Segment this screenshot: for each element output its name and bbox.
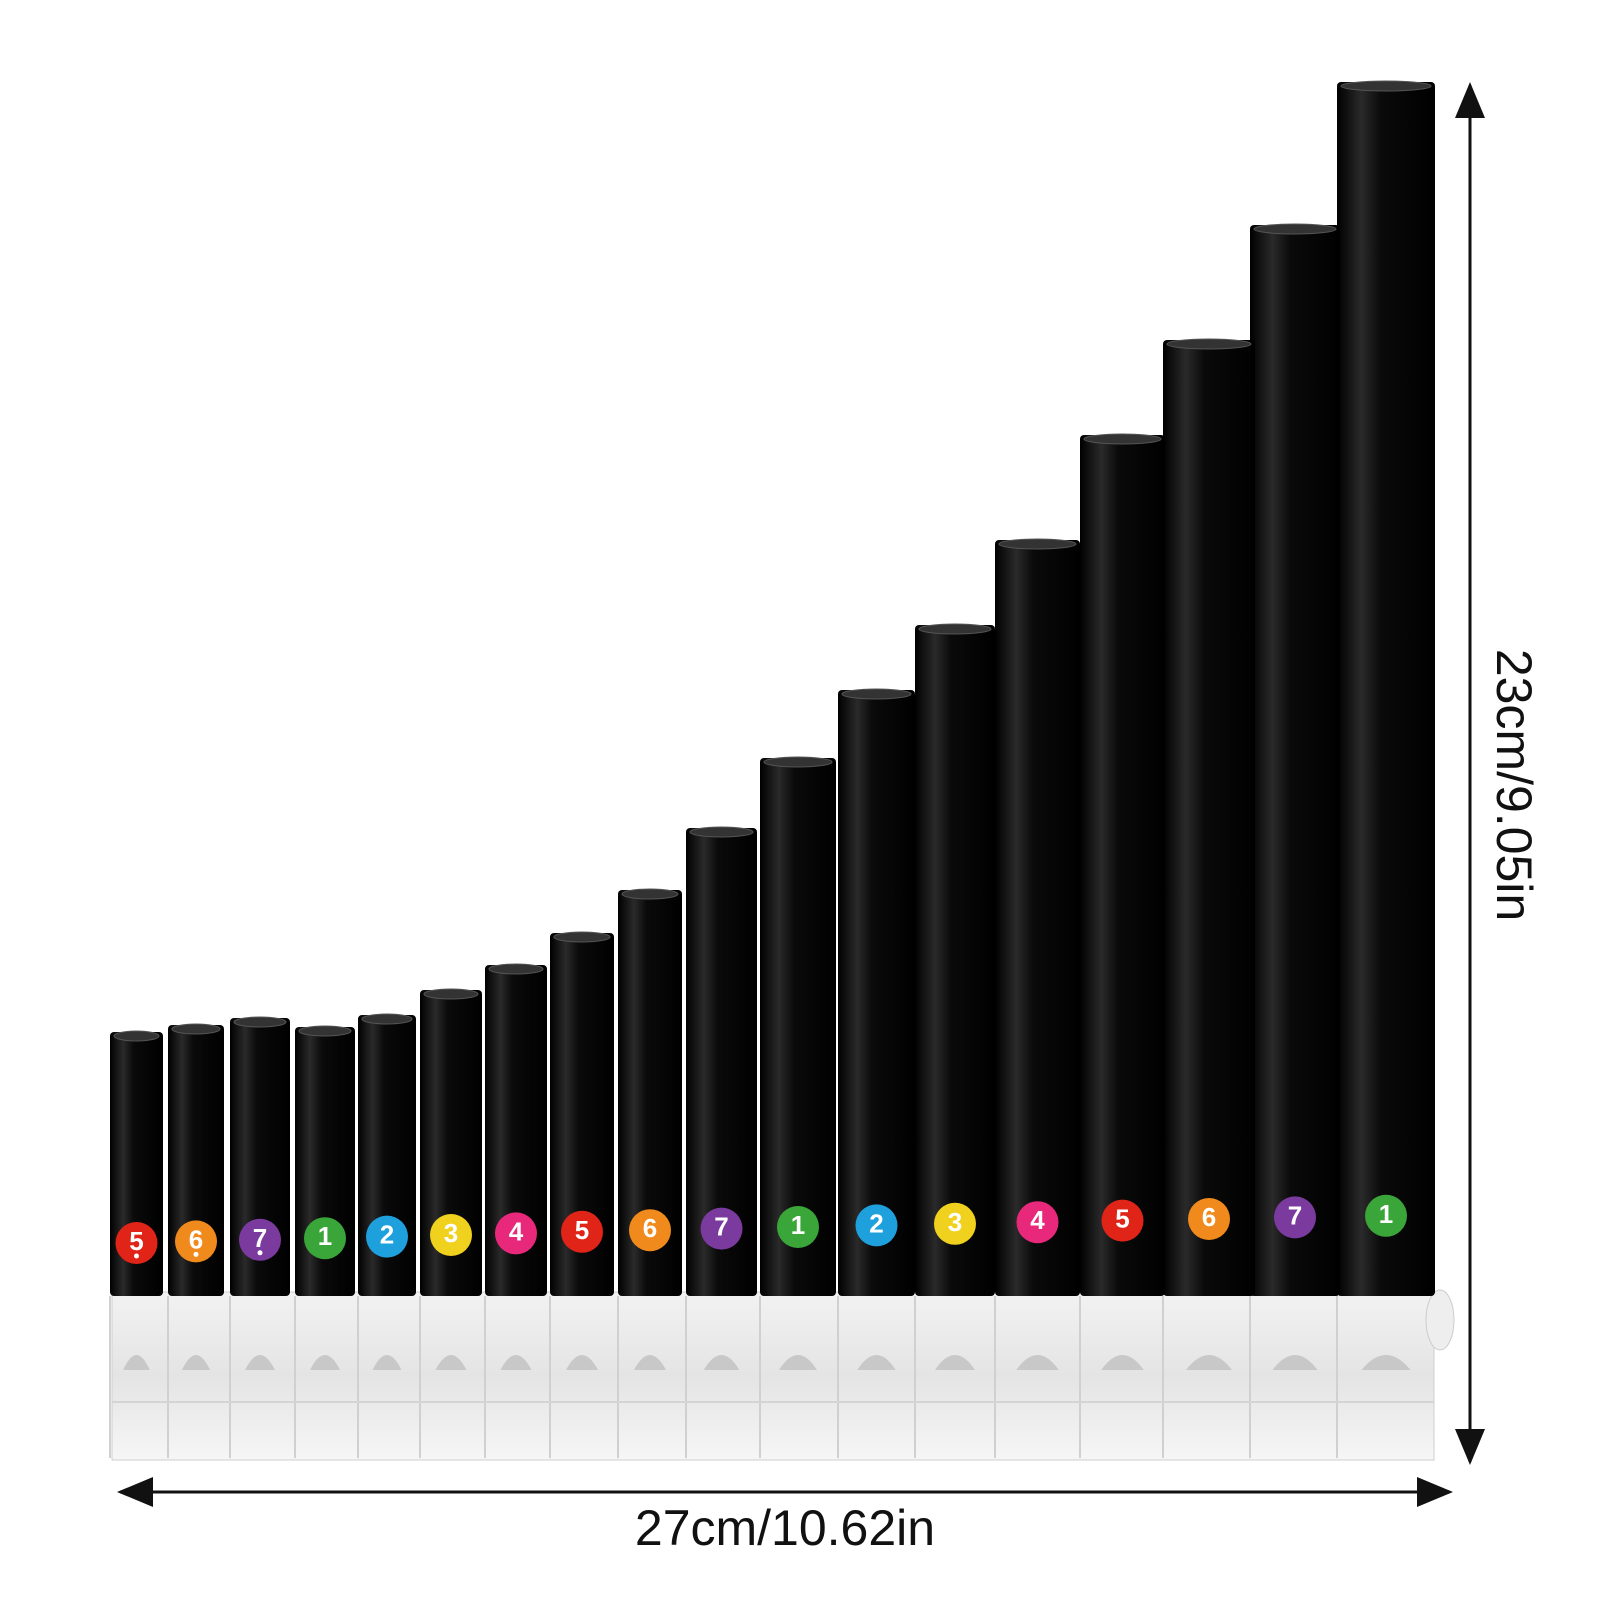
pipe-opening bbox=[553, 931, 611, 943]
note-label: 3 bbox=[948, 1207, 962, 1237]
pipe-opening bbox=[171, 1023, 221, 1035]
pipe bbox=[1080, 435, 1165, 1296]
pipe-opening bbox=[621, 888, 679, 900]
base-knob bbox=[1425, 1289, 1455, 1351]
note-badge bbox=[1365, 1194, 1407, 1237]
note-badge bbox=[430, 1214, 472, 1256]
base-socket bbox=[1101, 1355, 1144, 1370]
note-badge bbox=[115, 1222, 158, 1264]
pan-flute: 5 6 7 1 2 3 4 5 6 7 1 2 3 4 5 6 7 1 bbox=[109, 80, 1455, 1461]
pipe-opening bbox=[1166, 338, 1252, 350]
pipe bbox=[1163, 340, 1255, 1296]
pipe bbox=[550, 933, 614, 1296]
note-badge bbox=[175, 1220, 217, 1263]
pipe-opening bbox=[1253, 223, 1337, 235]
note-label: 4 bbox=[509, 1216, 524, 1246]
note-label: 3 bbox=[444, 1218, 458, 1248]
base-socket bbox=[310, 1355, 340, 1370]
note-label: 7 bbox=[253, 1223, 267, 1253]
base-socket bbox=[435, 1355, 467, 1370]
note-badge bbox=[561, 1210, 603, 1253]
pipe-opening bbox=[423, 988, 479, 1000]
width-label: 27cm/10.62in bbox=[635, 1500, 935, 1556]
note-badge bbox=[700, 1207, 743, 1250]
base-socket bbox=[245, 1355, 275, 1370]
note-label: 1 bbox=[318, 1221, 332, 1251]
note-label: 1 bbox=[791, 1210, 805, 1240]
note-badge bbox=[1016, 1201, 1059, 1244]
note-label: 5 bbox=[1115, 1204, 1129, 1234]
pipe-opening bbox=[361, 1013, 413, 1025]
low-dot bbox=[193, 1251, 199, 1257]
base-socket bbox=[703, 1355, 740, 1370]
base-socket bbox=[123, 1355, 150, 1370]
pipe bbox=[995, 540, 1080, 1296]
pipe-opening bbox=[689, 826, 754, 838]
clear-base bbox=[111, 1291, 1435, 1461]
pipe bbox=[420, 990, 482, 1296]
pipe-opening bbox=[841, 688, 912, 700]
note-badge bbox=[1274, 1196, 1316, 1239]
base-socket bbox=[779, 1355, 817, 1370]
note-label: 2 bbox=[380, 1220, 394, 1250]
base-socket bbox=[857, 1355, 896, 1370]
note-badge bbox=[366, 1215, 408, 1258]
note-label: 1 bbox=[1379, 1199, 1393, 1229]
pipe bbox=[1250, 225, 1340, 1296]
note-label: 7 bbox=[714, 1212, 728, 1242]
pipe-opening bbox=[1083, 433, 1162, 445]
note-label: 6 bbox=[189, 1224, 203, 1254]
base-socket bbox=[1272, 1355, 1318, 1370]
pipe-opening bbox=[233, 1016, 287, 1028]
pipe bbox=[838, 690, 915, 1296]
note-label: 2 bbox=[869, 1208, 883, 1238]
base-socket bbox=[566, 1355, 598, 1370]
height-label: 23cm/9.05in bbox=[1486, 649, 1542, 921]
base-socket bbox=[1016, 1355, 1059, 1370]
low-dot bbox=[257, 1250, 263, 1256]
low-dot bbox=[134, 1253, 139, 1259]
base-socket bbox=[935, 1355, 975, 1370]
pipe bbox=[485, 965, 547, 1296]
note-badge bbox=[304, 1217, 346, 1260]
note-label: 5 bbox=[575, 1215, 589, 1245]
note-label: 7 bbox=[1288, 1200, 1302, 1230]
base-socket bbox=[500, 1355, 532, 1370]
base-socket bbox=[372, 1355, 402, 1370]
pipe bbox=[1337, 82, 1435, 1296]
base-socket bbox=[182, 1355, 210, 1370]
pipe bbox=[915, 625, 995, 1296]
pipe-opening bbox=[1340, 80, 1432, 92]
note-badge bbox=[934, 1202, 976, 1245]
pipe-opening bbox=[298, 1025, 352, 1037]
note-badge bbox=[1188, 1198, 1230, 1240]
note-badge bbox=[777, 1206, 819, 1248]
note-label: 6 bbox=[643, 1213, 657, 1243]
note-badge bbox=[855, 1204, 898, 1247]
note-badge bbox=[239, 1218, 281, 1261]
note-label: 4 bbox=[1030, 1205, 1045, 1235]
base-socket bbox=[1186, 1355, 1232, 1370]
pipe-opening bbox=[918, 623, 992, 635]
note-label: 6 bbox=[1202, 1202, 1216, 1232]
note-label: 5 bbox=[129, 1226, 143, 1256]
note-badge bbox=[629, 1209, 671, 1252]
base-socket bbox=[634, 1355, 666, 1370]
note-badge bbox=[1101, 1199, 1144, 1242]
base-socket bbox=[1361, 1355, 1411, 1370]
pipe-opening bbox=[763, 756, 833, 768]
pipe bbox=[760, 758, 836, 1296]
pipe bbox=[686, 828, 757, 1296]
pipe bbox=[618, 890, 682, 1296]
pipe-opening bbox=[113, 1030, 160, 1042]
note-badge bbox=[495, 1212, 537, 1255]
pipe-opening bbox=[488, 963, 544, 975]
pipe-opening bbox=[998, 538, 1077, 550]
